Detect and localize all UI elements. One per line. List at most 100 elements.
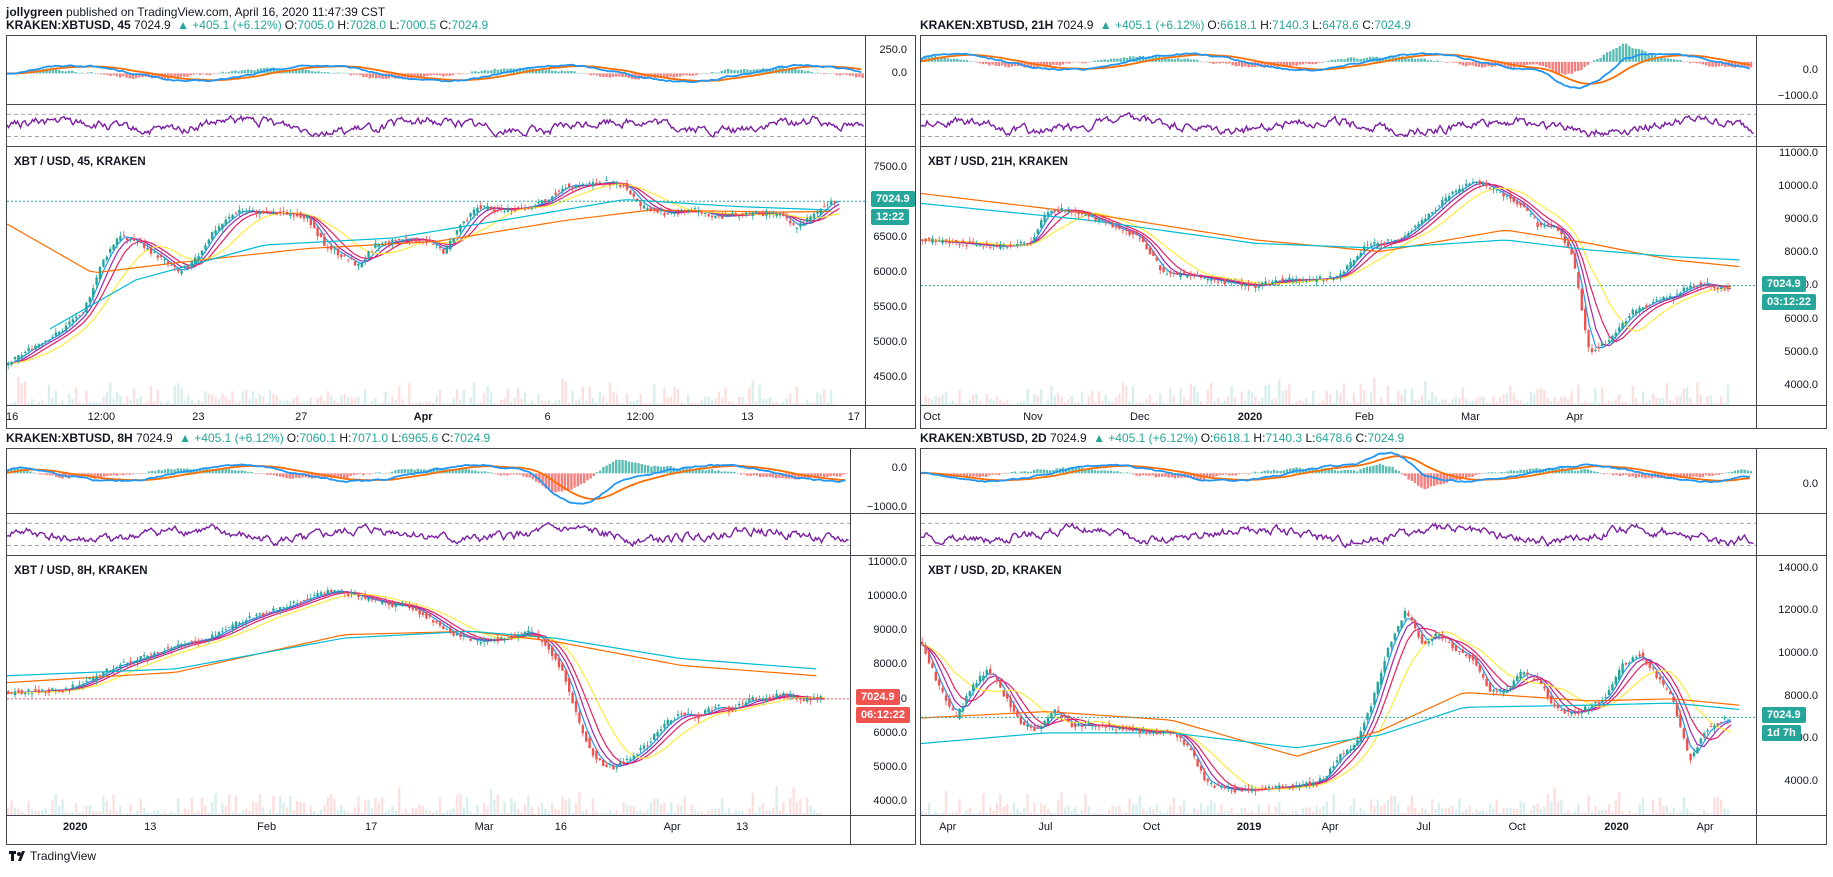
- macd-histogram-bar: [1481, 61, 1484, 68]
- candle: [951, 238, 954, 245]
- volume-bar: [934, 395, 937, 405]
- candle: [1349, 744, 1352, 754]
- macd-histogram-bar: [1682, 473, 1685, 478]
- macd-pane[interactable]: [921, 449, 1756, 513]
- time-axis-label: 17: [847, 411, 860, 423]
- volume-bar: [1424, 809, 1427, 815]
- volume-bar: [540, 803, 544, 815]
- macd-histogram-bar: [343, 473, 346, 478]
- chart-frame[interactable]: 0.0 −1000.0 XBT / USD, 8H, KRAKEN 11000.0 10…: [6, 448, 916, 845]
- symbol-label: KRAKEN:XBTUSD, 45: [6, 18, 131, 32]
- macd-histogram-bar: [1097, 470, 1100, 474]
- pane-separator[interactable]: [921, 513, 1826, 514]
- time-axis[interactable]: Oct Nov Dec 2020 Feb Mar Apr: [921, 406, 1756, 428]
- pane-separator[interactable]: [7, 146, 915, 147]
- volume-bar: [231, 811, 234, 815]
- candle: [1097, 217, 1101, 225]
- chart-frame[interactable]: 0.0 XBT / USD, 2D, KRAKEN 14000.0 12000.0 10…: [920, 448, 1827, 845]
- candle: [1189, 270, 1192, 280]
- macd-histogram-bar: [1609, 51, 1612, 62]
- macd-pane[interactable]: [7, 449, 850, 513]
- volume-bar: [1247, 389, 1250, 405]
- price-pane[interactable]: XBT / USD, 2D, KRAKEN: [921, 556, 1756, 815]
- macd-histogram-bar: [1737, 470, 1740, 474]
- candle: [1291, 783, 1294, 791]
- chart-frame[interactable]: 0.0 −1000.0 XBT / USD, 21H, KRAKEN 11000.0 1…: [920, 35, 1827, 429]
- candle: [81, 312, 85, 314]
- pane-separator[interactable]: [921, 405, 1826, 406]
- rsi-pane[interactable]: [7, 105, 865, 146]
- candle: [1594, 701, 1597, 708]
- price-axis[interactable]: 11000.010000.09000.08000.07000.06000.050…: [1756, 146, 1826, 405]
- volume-bar: [1628, 810, 1631, 815]
- pane-separator[interactable]: [921, 146, 1826, 147]
- candle: [1475, 181, 1478, 185]
- pane-separator[interactable]: [7, 405, 915, 406]
- macd-histogram-bar: [131, 73, 135, 79]
- macd-histogram-bar: [813, 72, 816, 74]
- macd-pane[interactable]: [7, 36, 865, 104]
- candle: [309, 216, 312, 229]
- candle: [1390, 641, 1393, 651]
- macd-histogram-bar: [775, 473, 778, 479]
- volume-bar: [588, 386, 591, 405]
- volume-bar: [238, 401, 241, 405]
- time-axis[interactable]: 16 12:00 23 27 Apr 6 12:00 13 17: [7, 406, 865, 428]
- macd-axis[interactable]: 0.0 −1000.0: [850, 449, 915, 513]
- macd-axis[interactable]: 0.0: [1756, 449, 1826, 513]
- price-axis[interactable]: 7500.07000.06500.06000.05500.05000.04500…: [865, 146, 915, 405]
- candle: [921, 637, 924, 647]
- candle: [1669, 292, 1672, 300]
- macd-axis[interactable]: 0.0 −1000.0: [1756, 36, 1826, 104]
- pane-separator[interactable]: [921, 555, 1826, 556]
- pane-separator[interactable]: [921, 104, 1826, 105]
- time-axis[interactable]: 2020 13 Feb 17 Mar 16 Apr 13: [7, 816, 850, 844]
- chart-panel-2: KRAKEN:XBTUSD, 21H 7024.9 ▲ +405.1 (+6.1…: [920, 18, 1827, 429]
- candle: [1322, 776, 1325, 783]
- pane-separator[interactable]: [7, 555, 915, 556]
- volume-bar: [200, 797, 204, 815]
- price-pane[interactable]: XBT / USD, 8H, KRAKEN: [7, 556, 850, 815]
- author-name[interactable]: jollygreen: [6, 5, 63, 19]
- candle: [1536, 218, 1539, 231]
- macd-histogram-bar: [1026, 61, 1029, 68]
- rsi-pane[interactable]: [921, 105, 1756, 146]
- candle: [540, 199, 544, 204]
- candle: [585, 183, 588, 187]
- time-axis[interactable]: Apr Jul Oct 2019 Apr Jul Oct 2020 Apr: [921, 816, 1756, 844]
- candle: [347, 259, 350, 263]
- volume-bar: [1159, 810, 1162, 815]
- macd-histogram-bar: [218, 469, 221, 474]
- price-axis[interactable]: 11000.010000.09000.08000.07000.06000.050…: [850, 555, 915, 815]
- pane-separator[interactable]: [921, 815, 1826, 816]
- macd-histogram-bar: [112, 73, 115, 76]
- candle: [1441, 196, 1444, 209]
- macd-histogram-bar: [997, 61, 1001, 67]
- volume-bar: [109, 809, 112, 815]
- pane-separator[interactable]: [7, 513, 915, 514]
- macd-pane[interactable]: [921, 36, 1756, 104]
- rsi-pane[interactable]: [921, 514, 1756, 555]
- price-pane[interactable]: XBT / USD, 45, KRAKEN: [7, 147, 865, 405]
- volume-bar: [1182, 397, 1186, 405]
- price-pane[interactable]: XBT / USD, 21H, KRAKEN: [921, 147, 1756, 405]
- price-axis[interactable]: 14000.0 12000.0 10000.0 8000.0 6000.0 4000.0 7…: [1756, 555, 1826, 815]
- pane-separator[interactable]: [7, 104, 915, 105]
- volume-bar: [530, 400, 533, 405]
- macd-histogram-bar: [1596, 472, 1599, 474]
- pane-separator[interactable]: [7, 815, 915, 816]
- volume-bar: [744, 813, 748, 815]
- candle: [1322, 278, 1325, 285]
- volume-bar: [408, 382, 411, 405]
- macd-axis[interactable]: 250.0 0.0: [865, 36, 915, 104]
- macd-histogram-bar: [1749, 61, 1753, 68]
- rsi-pane[interactable]: [7, 514, 850, 555]
- candle: [183, 262, 187, 269]
- candle: [302, 599, 306, 602]
- volume-bar: [1335, 390, 1339, 405]
- volume-bar: [326, 391, 329, 405]
- candle: [262, 612, 265, 621]
- volume-bar: [1414, 399, 1417, 405]
- candle: [214, 225, 217, 237]
